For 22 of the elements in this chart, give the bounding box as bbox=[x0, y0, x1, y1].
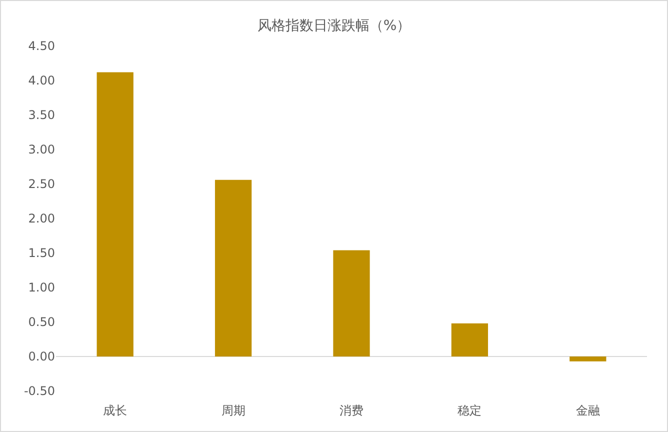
x-tick-label: 稳定 bbox=[458, 403, 482, 418]
bar bbox=[451, 323, 488, 356]
bar bbox=[214, 180, 252, 356]
y-tick-label: 0.00 bbox=[28, 350, 55, 364]
bar bbox=[96, 72, 134, 356]
x-tick-label: 成长 bbox=[103, 403, 128, 418]
x-tick-label: 金融 bbox=[576, 403, 600, 418]
x-tick-label: 消费 bbox=[340, 403, 364, 418]
y-tick-label: 2.00 bbox=[28, 212, 55, 226]
y-tick-label: 4.00 bbox=[28, 74, 55, 88]
y-tick-label: 3.00 bbox=[28, 142, 55, 157]
y-tick-label: 1.00 bbox=[28, 280, 55, 295]
y-tick-label: 0.50 bbox=[28, 315, 55, 330]
y-tick-label: -0.50 bbox=[24, 384, 55, 398]
y-tick-label: 4.50 bbox=[28, 39, 55, 54]
bar bbox=[333, 250, 370, 356]
bar bbox=[570, 356, 606, 362]
y-tick-label: 2.50 bbox=[28, 177, 55, 192]
y-tick-label: 3.50 bbox=[28, 108, 55, 122]
chart-title: 风格指数日涨跌幅（%） bbox=[257, 18, 411, 34]
y-tick-label: 1.50 bbox=[28, 246, 55, 260]
x-tick-label: 周期 bbox=[221, 403, 246, 418]
